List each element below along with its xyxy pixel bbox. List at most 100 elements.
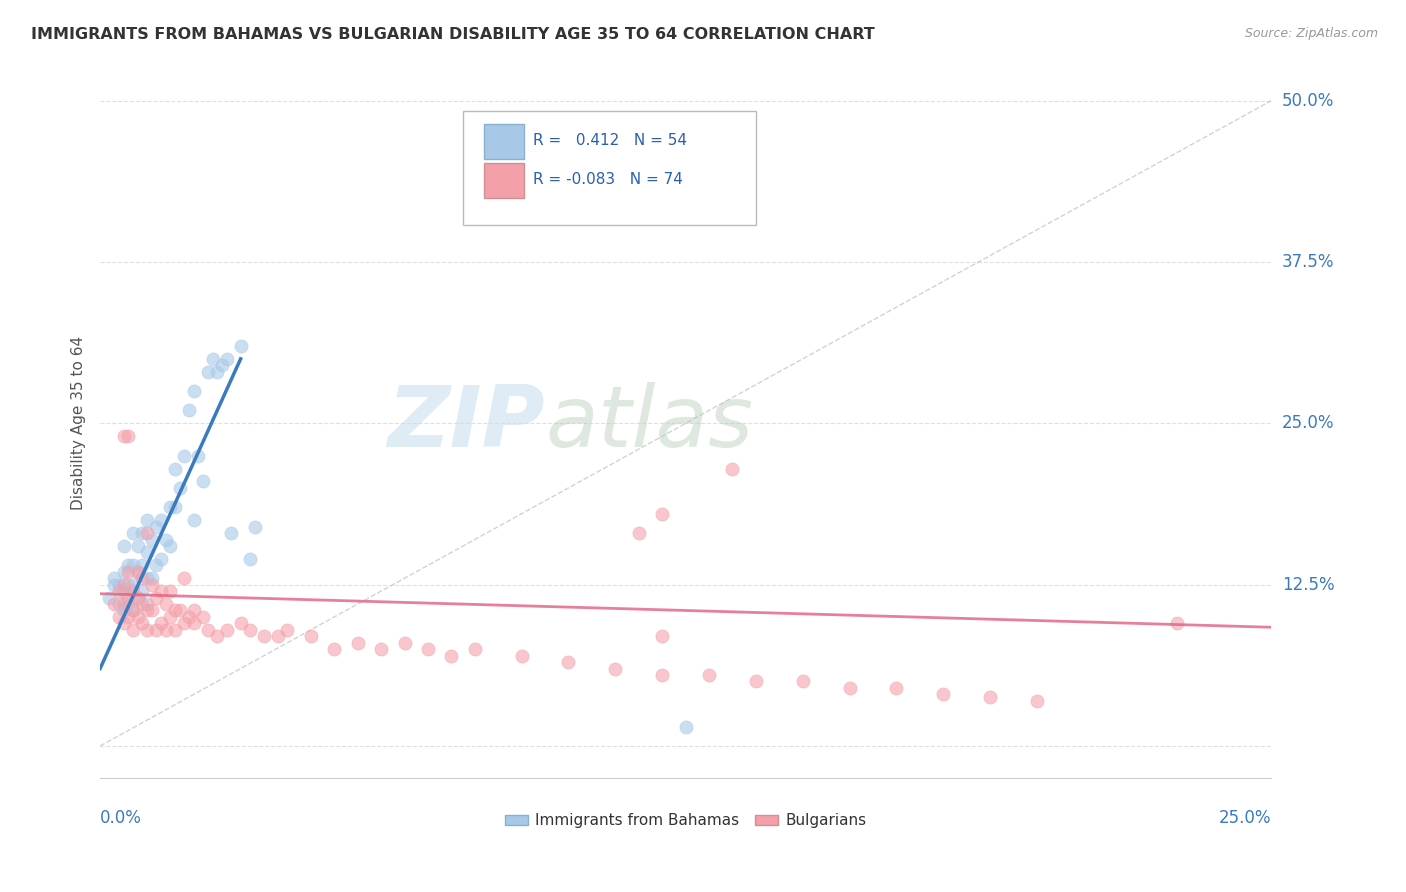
Point xyxy=(169,603,191,617)
Point xyxy=(108,610,131,624)
Point xyxy=(103,577,125,591)
Point xyxy=(229,616,252,631)
Point xyxy=(141,603,163,617)
Y-axis label: Disability Age 35 to 64: Disability Age 35 to 64 xyxy=(72,336,86,510)
Point xyxy=(979,690,1001,704)
Point xyxy=(370,642,392,657)
Point xyxy=(179,403,201,417)
Point xyxy=(697,668,720,682)
Point xyxy=(127,565,149,579)
Point xyxy=(136,603,159,617)
Point xyxy=(651,668,673,682)
Point xyxy=(150,513,173,527)
Point xyxy=(197,365,219,379)
Point xyxy=(131,584,153,599)
Point xyxy=(159,610,181,624)
Point xyxy=(150,552,173,566)
Point xyxy=(131,616,153,631)
Point xyxy=(165,603,187,617)
Point xyxy=(557,655,579,669)
Point xyxy=(187,449,209,463)
Point xyxy=(117,591,139,605)
Point xyxy=(651,507,673,521)
Point xyxy=(127,591,149,605)
Point xyxy=(605,661,627,675)
Point xyxy=(127,539,149,553)
Point xyxy=(299,629,322,643)
Text: 25.0%: 25.0% xyxy=(1219,809,1271,827)
Point xyxy=(122,526,145,541)
Point xyxy=(159,539,181,553)
Point xyxy=(136,597,159,611)
Point xyxy=(117,597,139,611)
Point xyxy=(117,565,139,579)
Point xyxy=(117,429,139,443)
Point xyxy=(150,584,173,599)
Point xyxy=(253,629,276,643)
Point xyxy=(173,571,195,585)
Point xyxy=(108,584,131,599)
Point xyxy=(108,577,131,591)
Point xyxy=(108,597,131,611)
Point xyxy=(112,616,135,631)
Point xyxy=(267,629,290,643)
Point xyxy=(173,449,195,463)
Point xyxy=(155,623,177,637)
Point xyxy=(201,351,224,366)
Point xyxy=(169,481,191,495)
Point xyxy=(141,571,163,585)
Point xyxy=(112,597,135,611)
Point xyxy=(131,571,153,585)
Point xyxy=(243,519,266,533)
Point xyxy=(183,603,205,617)
Point xyxy=(745,674,768,689)
Point xyxy=(276,623,298,637)
Point xyxy=(117,610,139,624)
Point xyxy=(136,545,159,559)
Point xyxy=(103,571,125,585)
Text: R = -0.083   N = 74: R = -0.083 N = 74 xyxy=(533,172,683,187)
Point xyxy=(122,577,145,591)
Point xyxy=(239,623,262,637)
Point xyxy=(112,539,135,553)
Point xyxy=(122,584,145,599)
Point xyxy=(211,359,233,373)
Point xyxy=(205,365,228,379)
Point xyxy=(145,519,167,533)
FancyBboxPatch shape xyxy=(484,163,524,198)
Point xyxy=(145,558,167,573)
Point xyxy=(183,513,205,527)
Point xyxy=(838,681,860,695)
Point xyxy=(150,616,173,631)
Point xyxy=(197,623,219,637)
Point xyxy=(131,526,153,541)
Text: 50.0%: 50.0% xyxy=(1282,92,1334,110)
Text: 0.0%: 0.0% xyxy=(100,809,142,827)
Point xyxy=(122,623,145,637)
Point xyxy=(136,571,159,585)
Text: R =   0.412   N = 54: R = 0.412 N = 54 xyxy=(533,134,688,148)
Point xyxy=(627,526,650,541)
Point xyxy=(127,591,149,605)
Point xyxy=(229,339,252,353)
Text: 12.5%: 12.5% xyxy=(1282,575,1334,594)
Point xyxy=(464,642,486,657)
Point xyxy=(205,629,228,643)
Point xyxy=(173,616,195,631)
Point xyxy=(1025,694,1047,708)
FancyBboxPatch shape xyxy=(484,124,524,159)
FancyBboxPatch shape xyxy=(463,112,756,225)
Point xyxy=(145,591,167,605)
Point xyxy=(127,610,149,624)
Point xyxy=(721,461,744,475)
Point xyxy=(122,558,145,573)
Point xyxy=(183,616,205,631)
Point xyxy=(886,681,908,695)
Point xyxy=(122,603,145,617)
Point xyxy=(103,597,125,611)
Legend: Immigrants from Bahamas, Bulgarians: Immigrants from Bahamas, Bulgarians xyxy=(499,807,873,834)
Point xyxy=(136,526,159,541)
Point xyxy=(1166,616,1188,631)
Point xyxy=(183,384,205,398)
Point xyxy=(165,461,187,475)
